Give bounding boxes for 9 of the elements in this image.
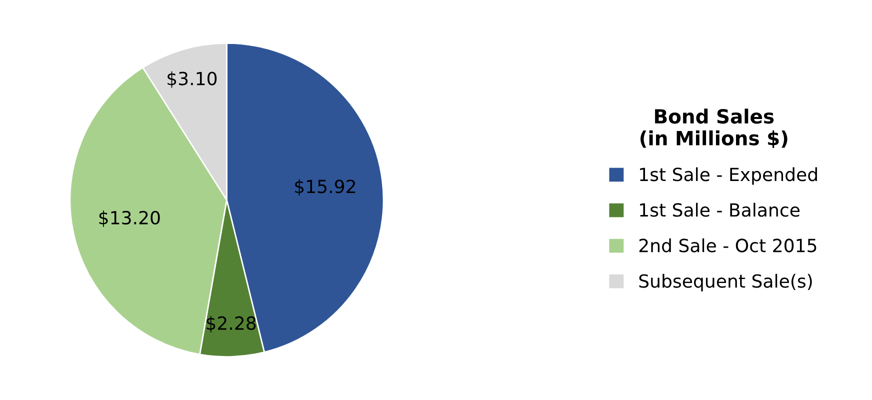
data-label: $2.28	[206, 316, 256, 332]
legend-label: 1st Sale - Expended	[640, 167, 817, 185]
legend-label: 1st Sale - Balance	[640, 202, 800, 217]
data-label: $15.92	[295, 179, 355, 196]
legend-label: 2nd Sale - Oct 2015	[639, 238, 816, 252]
legend-title: Bond Sales (in Millions $)	[640, 108, 788, 148]
data-label: $3.10	[168, 71, 217, 88]
data-label: $13.20	[99, 210, 160, 227]
legend-label: Subsequent Sale(s)	[639, 274, 812, 292]
